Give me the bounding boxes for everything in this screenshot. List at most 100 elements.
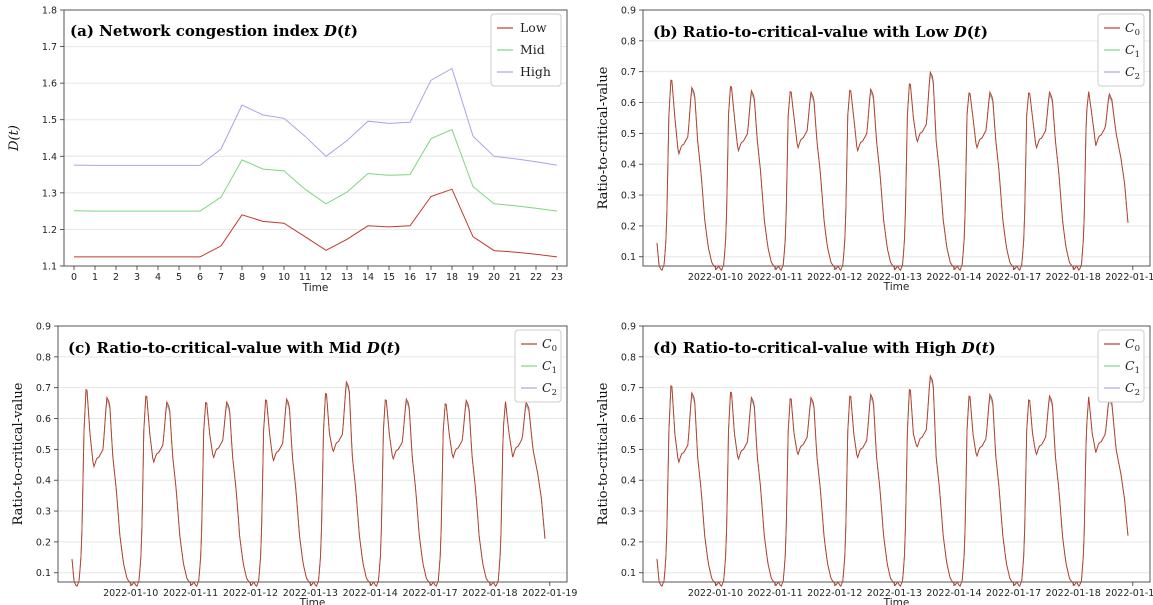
x-tick-label: 2022-01-10 (688, 588, 743, 599)
y-tick-label: 1.1 (42, 262, 57, 273)
legend-label: C1 (542, 358, 557, 376)
x-tick-label: 2022-01-12 (807, 272, 862, 283)
x-axis-label: Time (302, 282, 329, 294)
legend-label: C2 (1125, 380, 1140, 398)
x-tick-label: 2022-01-17 (986, 588, 1041, 599)
y-tick-label: 1.6 (42, 79, 57, 90)
legend-label: Mid (520, 42, 545, 57)
series-line-low (74, 188, 558, 258)
y-tick-label: 0.3 (621, 507, 636, 518)
x-tick-label: 2022-01-18 (1046, 588, 1101, 599)
y-tick-label: 1.3 (42, 188, 57, 199)
y-tick-label: 0.2 (621, 221, 636, 232)
x-tick-label: 16 (404, 272, 416, 283)
x-tick-label: 2022-01-13 (867, 272, 922, 283)
y-tick-label: 0.7 (36, 383, 51, 394)
y-tick-label: 0.9 (36, 322, 51, 333)
x-tick-label: 21 (509, 272, 521, 283)
y-tick-label: 0.7 (621, 67, 636, 78)
y-axis-label: Ratio-to-critical-value (596, 382, 611, 525)
y-tick-label: 0.5 (621, 445, 636, 456)
y-tick-label: 0.2 (621, 537, 636, 548)
x-tick-label: 20 (488, 272, 500, 283)
x-tick-label: 18 (446, 272, 458, 283)
x-tick-label: 11 (299, 272, 311, 283)
panel-a-congestion-index: 1.11.21.31.41.51.61.71.80 1 2 3 4 5 6 7 8 9 10 11 12… (7, 6, 568, 294)
legend-label: C0 (1125, 336, 1140, 354)
legend: C0 C1 C2 (514, 329, 562, 403)
legend-frame (514, 329, 562, 403)
x-tick-label: 2022-01-12 (807, 588, 862, 599)
panel-d-ratio-high: 0.1 0.2 0.3 0.4 0.5 0.6 0.7 0.8 0.9 2022-01-10 202… (596, 322, 1153, 605)
x-axis-label: Time (883, 281, 910, 293)
legend-label: C1 (1125, 42, 1140, 60)
chart-title: (c) Ratio-to-critical-value with Mid D(t… (68, 339, 401, 357)
x-tick-label: 19 (467, 272, 479, 283)
y-tick-label: 1.4 (42, 152, 57, 163)
legend-label: Low (520, 20, 547, 35)
x-tick-label: 9 (260, 272, 266, 283)
x-tick-label: 5 (176, 272, 182, 283)
y-tick-label: 1.7 (42, 42, 57, 53)
y-tick-label: 0.1 (36, 568, 51, 579)
series-line-c0 (656, 70, 1129, 271)
y-tick-label: 0.4 (621, 160, 636, 171)
series-line-mid (73, 128, 558, 212)
x-tick-label: 2022-01-18 (462, 588, 517, 599)
plot-frame (642, 325, 1151, 583)
legend-label: C0 (1125, 20, 1140, 38)
x-tick-label: 8 (239, 272, 245, 283)
y-tick-label: 0.7 (621, 383, 636, 394)
x-tick-label: 2022-01-18 (1046, 272, 1101, 283)
legend-label: C2 (542, 380, 557, 398)
y-tick-label: 0.9 (621, 322, 636, 333)
x-tick-label: 13 (341, 272, 353, 283)
legend: Low Mid High (490, 13, 562, 87)
series-line-c0 (71, 380, 546, 587)
x-tick-label: 12 (320, 272, 332, 283)
y-tick-label: 0.6 (36, 414, 51, 425)
legend-frame (1097, 13, 1145, 87)
x-tick-label: 2022-01-11 (747, 272, 802, 283)
x-tick-label: 2022-01-19 (1105, 588, 1153, 599)
legend-label: C1 (1125, 358, 1140, 376)
y-tick-label: 0.3 (621, 191, 636, 202)
x-tick-label: 2022-01-12 (223, 588, 278, 599)
y-tick-label: 0.9 (621, 6, 636, 17)
x-tick-label: 7 (218, 272, 224, 283)
y-tick-label: 0.8 (36, 352, 51, 363)
x-tick-label: 2022-01-17 (402, 588, 457, 599)
x-tick-label: 2022-01-17 (986, 272, 1041, 283)
y-tick-label: 1.2 (42, 225, 57, 236)
series-line-high (73, 67, 558, 166)
y-tick-label: 0.6 (621, 414, 636, 425)
legend-label: C2 (1125, 64, 1140, 82)
y-tick-label: 0.5 (621, 129, 636, 140)
x-tick-label: 2022-01-14 (343, 588, 398, 599)
panel-b-ratio-low: 0.1 0.2 0.3 0.4 0.5 0.6 0.7 0.8 0.9 2022-01-10 202… (596, 6, 1153, 294)
y-tick-label: 0.8 (621, 36, 636, 47)
x-tick-label: 14 (362, 272, 374, 283)
legend-frame (1097, 329, 1145, 403)
x-tick-label: 2022-01-19 (1105, 272, 1153, 283)
x-tick-label: 2022-01-10 (688, 272, 743, 283)
legend-label: High (520, 64, 551, 79)
series-line-c0 (656, 374, 1129, 587)
x-tick-label: 4 (155, 272, 161, 283)
plot-frame (642, 9, 1151, 267)
x-tick-label: 6 (197, 272, 203, 283)
x-tick-label: 17 (425, 272, 437, 283)
y-tick-label: 0.2 (36, 537, 51, 548)
legend: C0 C1 C2 (1097, 13, 1145, 87)
legend-label: C0 (542, 336, 557, 354)
x-tick-label: 2022-01-19 (522, 588, 577, 599)
x-tick-label: 0 (71, 272, 77, 283)
legend: C0 C1 C2 (1097, 329, 1145, 403)
x-tick-label: 2022-01-13 (867, 588, 922, 599)
chart-title: (a) Network congestion index D(t) (70, 22, 358, 40)
x-tick-label: 2 (113, 272, 119, 283)
y-tick-label: 0.4 (36, 476, 51, 487)
x-axis-label: Time (883, 597, 910, 605)
y-axis-label: D(t) (7, 125, 22, 152)
